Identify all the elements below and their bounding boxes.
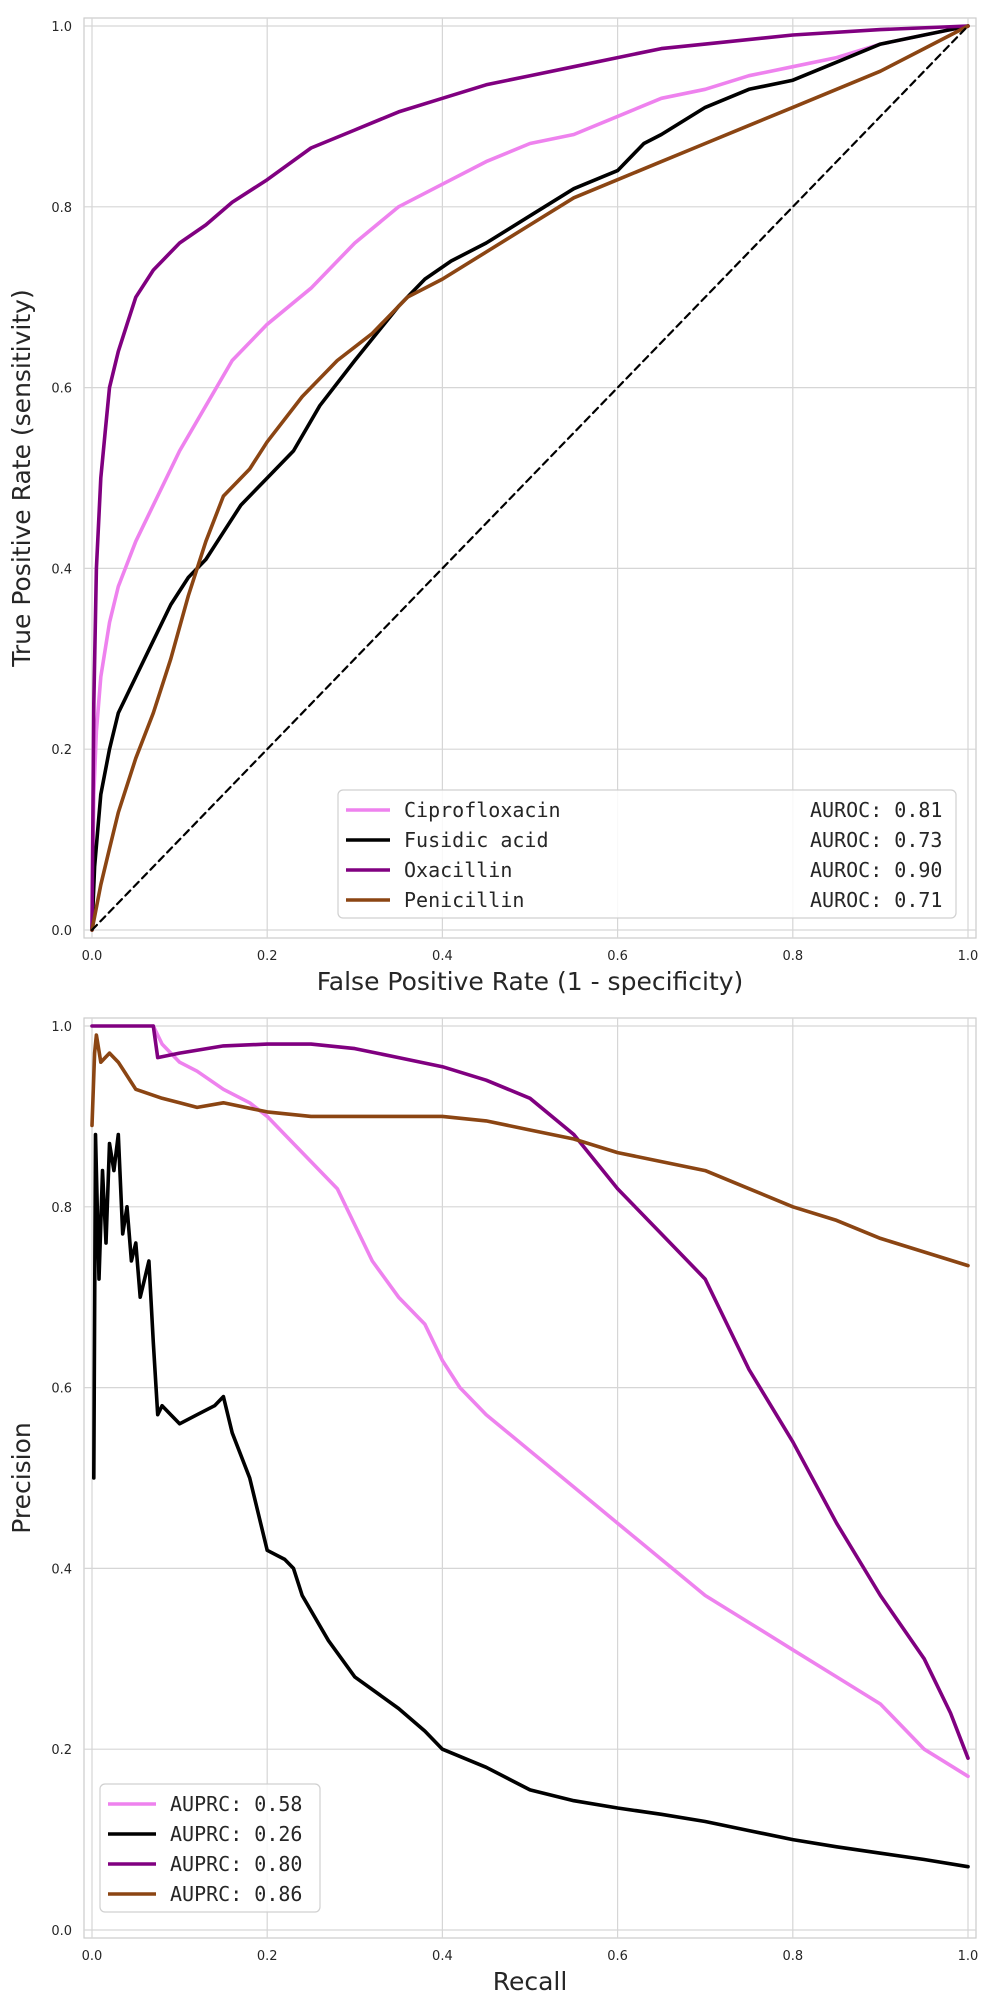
y-tick-label: 0.2 [51, 1743, 72, 1758]
y-tick-label: 0.8 [51, 201, 72, 216]
x-tick-label: 0.6 [607, 1949, 628, 1964]
series-line-0 [151, 1024, 970, 1779]
series-line-2 [90, 1024, 970, 1760]
legend-box [337, 789, 957, 919]
x-tick-label: 0.2 [257, 1949, 278, 1964]
y-tick-label: 0.4 [51, 562, 72, 577]
legend-series-score: AUROC: 0.73 [810, 828, 942, 852]
y-tick-label: 0.0 [51, 1924, 72, 1939]
legend: AUPRC: 0.58 AUPRC: 0.26 AUPRC: 0.80 AUPRC: … [99, 1783, 321, 1913]
x-tick-label: 0.4 [432, 1949, 453, 1964]
y-axis-label: Precision [7, 1422, 36, 1534]
legend-series-score: AUROC: 0.90 [810, 858, 942, 882]
legend: Ciprofloxacin AUROC: 0.81 Fusidic acid AURO… [337, 789, 957, 919]
y-axis-label: True Positive Rate (sensitivity) [7, 289, 36, 667]
x-axis-label: Recall [493, 1967, 568, 1996]
legend-series-name: Ciprofloxacin [404, 798, 561, 822]
y-tick-label: 0.6 [51, 1382, 72, 1397]
y-tick-label: 0.6 [51, 382, 72, 397]
x-tick-label: 0.4 [432, 949, 453, 964]
legend-series-score: AUROC: 0.81 [810, 798, 942, 822]
legend-series-score: AUROC: 0.71 [810, 888, 942, 912]
series-line-2 [90, 24, 970, 932]
legend-series-name: Penicillin [404, 888, 524, 912]
x-tick-label: 1.0 [958, 949, 979, 964]
series-line-3 [90, 24, 970, 932]
x-tick-label: 0.0 [82, 1949, 103, 1964]
legend-series-name: Fusidic acid [404, 828, 549, 852]
x-tick-label: 1.0 [958, 1949, 979, 1964]
series-line-1 [90, 24, 970, 932]
x-tick-label: 0.8 [782, 1949, 803, 1964]
legend-box [99, 1783, 321, 1913]
legend-series-score: AUPRC: 0.26 [170, 1822, 302, 1846]
y-tick-label: 0.8 [51, 1201, 72, 1216]
series-line-1 [92, 1132, 970, 1869]
legend-series-score: AUPRC: 0.86 [170, 1882, 302, 1906]
x-axis-label: False Positive Rate (1 - specificity) [317, 967, 744, 996]
legend-series-score: AUPRC: 0.80 [170, 1852, 302, 1876]
x-tick-label: 0.6 [607, 949, 628, 964]
legend-series-score: AUPRC: 0.58 [170, 1792, 302, 1816]
x-tick-label: 0.0 [82, 949, 103, 964]
y-tick-label: 0.2 [51, 743, 72, 758]
y-tick-label: 1.0 [51, 1020, 72, 1035]
chance-diagonal-line [90, 24, 970, 932]
series-line-0 [90, 24, 970, 932]
x-tick-label: 0.8 [782, 949, 803, 964]
x-tick-label: 0.2 [257, 949, 278, 964]
precision-recall-chart-panel: 0.0 0.2 0.4 0.6 0.8 1.0 0.0 0.2 0.4 0.6 0.8 1.0 Reca… [7, 1017, 979, 1996]
series-line-3 [90, 1033, 970, 1268]
roc-chart-panel: 0.0 0.2 0.4 0.6 0.8 1.0 0.0 0.2 0.4 0.6 0.8 1.0 Fals… [7, 17, 979, 996]
y-tick-label: 0.4 [51, 1562, 72, 1577]
y-tick-label: 1.0 [51, 20, 72, 35]
legend-series-name: Oxacillin [404, 858, 512, 882]
y-tick-label: 0.0 [51, 924, 72, 939]
